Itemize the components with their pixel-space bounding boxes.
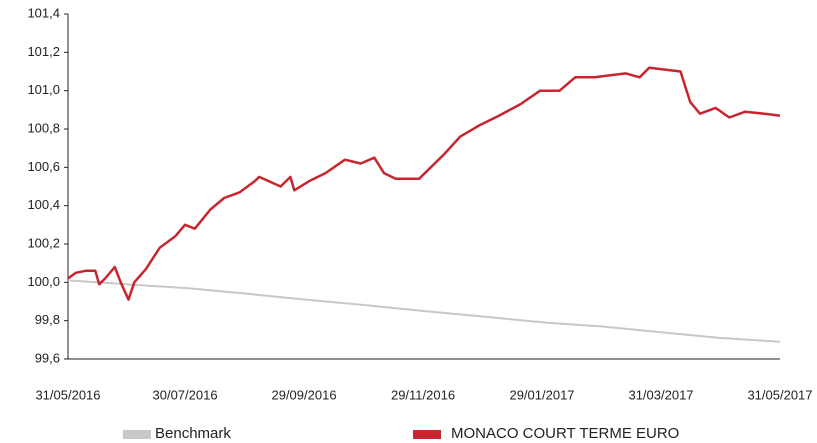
y-tick-label: 99,8	[35, 312, 60, 327]
y-tick-label: 101,2	[27, 44, 60, 59]
legend-label: MONACO COURT TERME EURO	[451, 425, 679, 442]
y-tick-label: 101,4	[27, 5, 60, 20]
y-tick-label: 100,6	[27, 159, 60, 174]
x-tick-label: 29/11/2016	[391, 387, 455, 402]
line-series	[67, 66, 781, 301]
y-tick-label: 100,0	[27, 274, 60, 289]
y-tick-label: 99,6	[35, 350, 60, 365]
legend-swatch	[413, 430, 441, 439]
line-series	[67, 279, 781, 343]
y-tick-label: 100,4	[27, 197, 60, 212]
x-tick-label: 29/01/2017	[509, 387, 574, 402]
x-tick-label: 31/05/2016	[35, 387, 100, 402]
x-tick-label: 31/03/2017	[628, 387, 693, 402]
y-tick-label: 100,2	[27, 235, 60, 250]
y-tick-label: 100,8	[27, 120, 60, 135]
y-tick-label: 101,0	[27, 82, 60, 97]
legend-swatch	[123, 430, 151, 439]
x-tick-label: 30/07/2016	[153, 387, 218, 402]
x-tick-label: 29/09/2016	[271, 387, 336, 402]
legend-label: Benchmark	[155, 425, 231, 442]
x-tick-label: 31/05/2017	[747, 387, 812, 402]
